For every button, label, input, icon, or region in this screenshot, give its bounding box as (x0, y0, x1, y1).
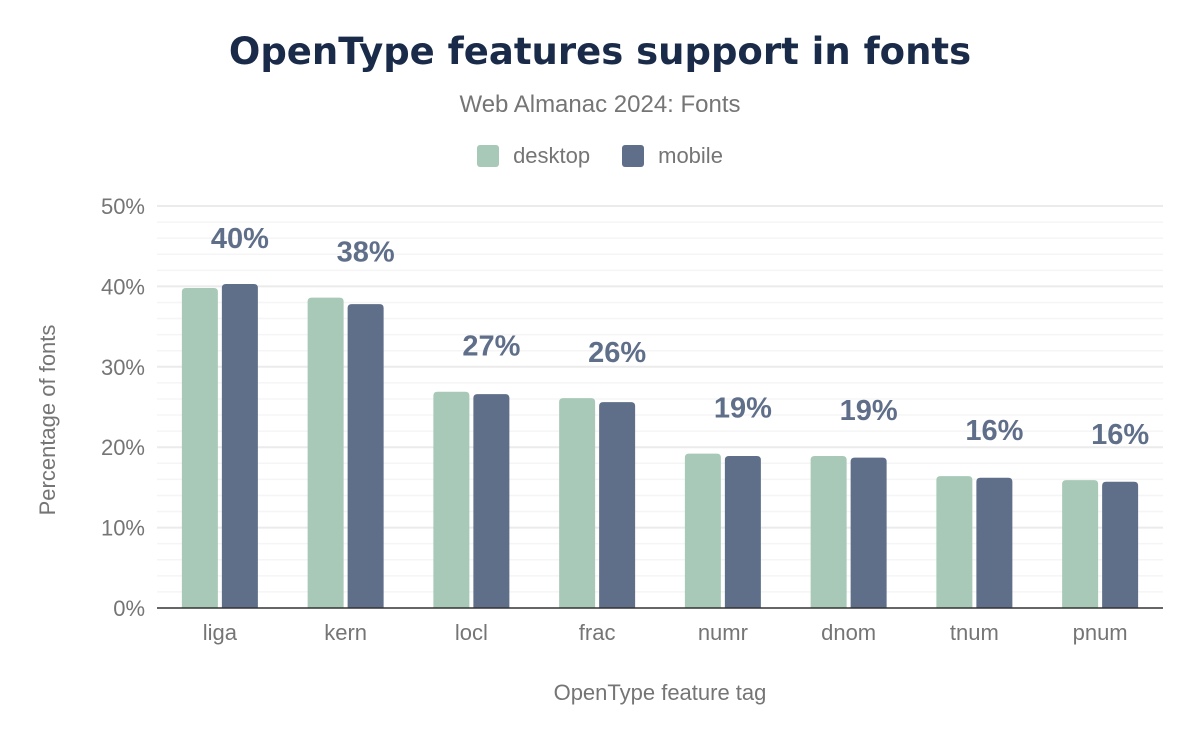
bar-desktop-pnum (1062, 480, 1099, 608)
x-tick-label: liga (203, 620, 238, 645)
x-tick-label: pnum (1073, 620, 1128, 645)
y-tick-label: 10% (101, 516, 145, 541)
y-tick-label: 0% (113, 596, 145, 621)
bar-mobile-dnom (850, 457, 887, 608)
bar-mobile-numr (724, 456, 761, 608)
y-tick-label: 30% (101, 355, 145, 380)
legend: desktop mobile (0, 143, 1200, 169)
x-tick-label: kern (324, 620, 367, 645)
chart-title: OpenType features support in fonts (228, 30, 972, 73)
x-tick-label: tnum (950, 620, 999, 645)
bar-mobile-locl (473, 394, 510, 608)
legend-label-mobile: mobile (658, 143, 723, 168)
bar-desktop-locl (433, 391, 470, 608)
x-tick-label: dnom (821, 620, 876, 645)
data-label: 40% (211, 223, 269, 255)
y-axis-title: Percentage of fonts (35, 325, 60, 516)
legend-swatch-mobile (622, 145, 645, 167)
legend-swatch-desktop (477, 145, 500, 167)
bar-mobile-frac (599, 402, 636, 608)
y-tick-label: 50% (101, 194, 145, 219)
y-tick-label: 20% (101, 435, 145, 460)
x-tick-label: frac (579, 620, 616, 645)
data-label: 27% (462, 331, 520, 363)
chart-subtitle: Web Almanac 2024: Fonts (459, 91, 741, 118)
legend-item-mobile[interactable]: mobile (622, 143, 723, 169)
bar-mobile-tnum (976, 477, 1013, 608)
y-tick-label: 40% (101, 274, 145, 299)
bar-desktop-kern (307, 297, 344, 608)
data-label: 16% (965, 415, 1023, 447)
bar-desktop-frac (559, 398, 596, 608)
bar-mobile-pnum (1102, 481, 1139, 608)
data-label: 26% (588, 337, 646, 369)
data-label: 19% (840, 395, 898, 427)
bar-mobile-kern (347, 304, 384, 608)
bar-mobile-liga (221, 283, 258, 608)
data-label: 16% (1091, 419, 1149, 451)
bar-desktop-dnom (810, 456, 847, 608)
legend-label-desktop: desktop (513, 143, 591, 168)
x-axis-title: OpenType feature tag (554, 680, 767, 705)
x-tick-label: locl (455, 620, 488, 645)
legend-item-desktop[interactable]: desktop (477, 143, 590, 169)
x-tick-label: numr (698, 620, 748, 645)
data-label: 38% (337, 237, 395, 269)
bar-desktop-liga (181, 288, 218, 608)
data-label: 19% (714, 393, 772, 425)
bar-desktop-numr (684, 453, 721, 608)
bar-desktop-tnum (936, 476, 973, 608)
